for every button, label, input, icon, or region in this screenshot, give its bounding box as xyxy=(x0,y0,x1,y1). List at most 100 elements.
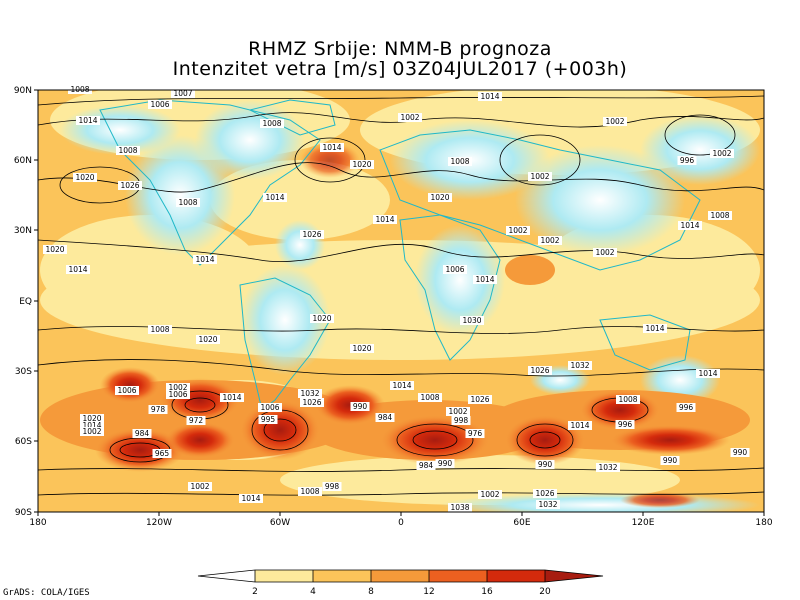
svg-text:1014: 1014 xyxy=(322,143,341,152)
isobar-label: 996 xyxy=(615,420,635,429)
legend-tick: 16 xyxy=(481,587,493,597)
map-subtitle: Intenzitet vetra [m/s] 03Z04JUL2017 (+00… xyxy=(172,58,628,80)
svg-text:1006: 1006 xyxy=(117,386,136,395)
svg-text:996: 996 xyxy=(618,420,633,429)
lon-label: 180 xyxy=(29,518,46,528)
isobar-label: 1014 xyxy=(66,265,90,274)
isobar-label: 1032 xyxy=(596,463,620,472)
svg-text:1020: 1020 xyxy=(45,245,64,254)
isobar-label: 1020 xyxy=(80,414,104,423)
svg-text:1014: 1014 xyxy=(475,275,494,284)
svg-text:998: 998 xyxy=(325,482,340,491)
isobar-label: 1014 xyxy=(568,421,592,430)
svg-text:1014: 1014 xyxy=(570,421,589,430)
svg-text:1002: 1002 xyxy=(400,113,419,122)
svg-text:1008: 1008 xyxy=(150,325,169,334)
svg-text:1008: 1008 xyxy=(300,487,319,496)
svg-text:1008: 1008 xyxy=(118,146,137,155)
legend-tick: 8 xyxy=(368,587,374,597)
svg-text:998: 998 xyxy=(454,416,469,425)
legend-swatch xyxy=(429,570,487,582)
isobar-label: 1008 xyxy=(616,395,640,404)
legend-tick: 20 xyxy=(539,587,551,597)
color-legend: 2 4 8 12 16 20 xyxy=(197,569,604,597)
lon-label: 180 xyxy=(755,518,772,528)
isobar-label: 965 xyxy=(152,449,172,458)
isobar-label: 1002 xyxy=(80,427,104,436)
svg-text:1006: 1006 xyxy=(168,390,187,399)
isobar-label: 1020 xyxy=(196,335,220,344)
isobar-label: 1014 xyxy=(643,324,667,333)
isobar-label: 1014 xyxy=(239,494,263,503)
isobar-label: 1026 xyxy=(118,181,142,190)
isobar-label: 1002 xyxy=(446,407,470,416)
svg-text:976: 976 xyxy=(468,429,483,438)
svg-text:1006: 1006 xyxy=(260,403,279,412)
svg-text:1038: 1038 xyxy=(450,503,469,512)
svg-text:1014: 1014 xyxy=(241,494,260,503)
svg-text:1014: 1014 xyxy=(645,324,664,333)
isobar-label: 1002 xyxy=(710,149,734,158)
svg-text:1006: 1006 xyxy=(150,100,169,109)
isobar-label: 996 xyxy=(676,403,696,412)
svg-text:996: 996 xyxy=(680,156,695,165)
isobar-label: 1026 xyxy=(468,395,492,404)
isobar-label: 1002 xyxy=(528,172,552,181)
legend-swatch xyxy=(487,570,545,582)
lat-label: 60S xyxy=(15,437,32,447)
isobar-label: 1014 xyxy=(220,393,244,402)
svg-text:1008: 1008 xyxy=(618,395,637,404)
isobar-label: 1002 xyxy=(506,226,530,235)
svg-text:1020: 1020 xyxy=(75,173,94,182)
isobar-label: 1014 xyxy=(80,421,104,430)
lat-label: 30N xyxy=(14,226,32,236)
svg-text:990: 990 xyxy=(538,460,553,469)
isobar-label: 1026 xyxy=(533,489,557,498)
svg-text:1014: 1014 xyxy=(82,421,101,430)
svg-text:1014: 1014 xyxy=(698,369,717,378)
isobar-label: 1038 xyxy=(448,503,472,512)
isobar-label: 1008 xyxy=(116,146,140,155)
svg-text:990: 990 xyxy=(438,459,453,468)
svg-text:1014: 1014 xyxy=(68,265,87,274)
map-title: RHMZ Srbije: NMM-B prognoza xyxy=(248,38,552,60)
lat-label: EQ xyxy=(19,297,32,307)
svg-text:984: 984 xyxy=(378,413,393,422)
svg-text:1032: 1032 xyxy=(300,389,319,398)
svg-text:1002: 1002 xyxy=(508,226,527,235)
legend-tick: 2 xyxy=(252,587,258,597)
isobar-label: 1020 xyxy=(350,344,374,353)
isobar-label: 1008 xyxy=(418,393,442,402)
isobar-label: 990 xyxy=(535,460,555,469)
isobar-label: 1002 xyxy=(538,236,562,245)
svg-text:1014: 1014 xyxy=(195,255,214,264)
isobar-label: 1014 xyxy=(193,255,217,264)
credit-text: GrADS: COLA/IGES xyxy=(3,588,90,598)
isobar-label: 976 xyxy=(465,429,485,438)
isobar-label: 996 xyxy=(677,156,697,165)
isobar-label: 984 xyxy=(375,413,395,422)
lat-label: 90N xyxy=(14,86,32,96)
svg-text:990: 990 xyxy=(733,448,748,457)
isobar-label: 984 xyxy=(132,429,152,438)
svg-text:1032: 1032 xyxy=(598,463,617,472)
svg-text:1032: 1032 xyxy=(538,500,557,509)
isobar-label: 1014 xyxy=(473,275,497,284)
isobar-label: 1014 xyxy=(373,215,397,224)
svg-text:1002: 1002 xyxy=(530,172,549,181)
isobar-label: 1002 xyxy=(188,482,212,491)
lon-label: 120E xyxy=(632,518,655,528)
isobar-label: 972 xyxy=(186,416,206,425)
svg-text:1032: 1032 xyxy=(570,361,589,370)
svg-text:1020: 1020 xyxy=(312,314,331,323)
legend-swatch xyxy=(255,570,313,582)
svg-text:1002: 1002 xyxy=(448,407,467,416)
svg-text:1008: 1008 xyxy=(262,119,281,128)
isobar-label: 1002 xyxy=(593,248,617,257)
lon-label: 0 xyxy=(398,518,404,528)
legend-swatch xyxy=(371,570,429,582)
isobar-label: 1014 xyxy=(696,369,720,378)
isobar-label: 1008 xyxy=(708,211,732,220)
svg-text:965: 965 xyxy=(155,449,170,458)
svg-text:1014: 1014 xyxy=(78,116,97,125)
